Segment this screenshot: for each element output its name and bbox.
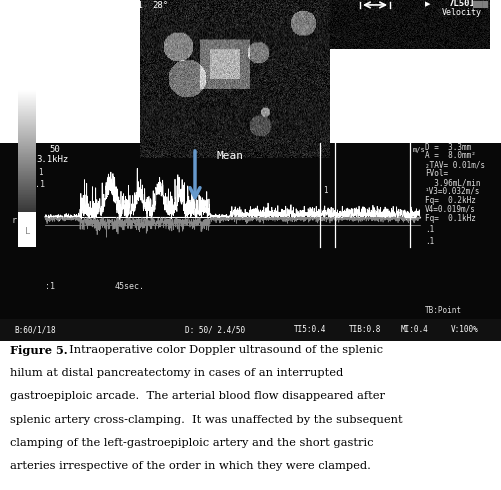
Text: ▸: ▸ xyxy=(424,0,430,9)
Text: L: L xyxy=(25,227,31,237)
Text: Fq=  0.2kHz: Fq= 0.2kHz xyxy=(424,196,475,205)
Text: 7L50I: 7L50I xyxy=(448,0,474,8)
Text: FVol=: FVol= xyxy=(424,169,447,178)
Text: gastroepiploic arcade.  The arterial blood flow disappeared after: gastroepiploic arcade. The arterial bloo… xyxy=(10,392,384,401)
Text: ¹V3=0.032m/s: ¹V3=0.032m/s xyxy=(424,187,479,196)
Text: A =  8.0mm²: A = 8.0mm² xyxy=(424,151,475,160)
Text: 28°: 28° xyxy=(152,1,168,10)
Text: 50: 50 xyxy=(50,145,60,154)
Text: r: r xyxy=(12,216,17,224)
Text: Mean: Mean xyxy=(216,151,243,161)
Text: ₂TAV= 0.01m/s: ₂TAV= 0.01m/s xyxy=(424,160,484,170)
Text: MI:0.4: MI:0.4 xyxy=(400,325,428,334)
Text: .1: .1 xyxy=(35,180,45,189)
Text: .1: .1 xyxy=(424,225,433,235)
Text: splenic artery cross-clamping.  It was unaffected by the subsequent: splenic artery cross-clamping. It was un… xyxy=(10,415,402,424)
Text: clamping of the left-gastroepiploic artery and the short gastric: clamping of the left-gastroepiploic arte… xyxy=(10,438,373,448)
Text: V:100%: V:100% xyxy=(450,325,478,334)
Text: Fq=  0.1kHz: Fq= 0.1kHz xyxy=(424,214,475,222)
Text: 3.1kHz: 3.1kHz xyxy=(36,155,68,164)
Text: V4=0.019m/s: V4=0.019m/s xyxy=(424,205,475,214)
Text: TIB:0.8: TIB:0.8 xyxy=(348,325,380,334)
Text: ███: ███ xyxy=(471,0,487,7)
Text: B:60/1/18: B:60/1/18 xyxy=(14,325,56,334)
Text: TI5:0.4: TI5:0.4 xyxy=(293,325,326,334)
Text: m/s: m/s xyxy=(412,147,425,153)
Text: arteries irrespective of the order in which they were clamped.: arteries irrespective of the order in wh… xyxy=(10,461,370,471)
Text: 45sec.: 45sec. xyxy=(115,282,145,291)
Text: 1: 1 xyxy=(322,186,327,195)
Text: 3.96mL/min: 3.96mL/min xyxy=(424,178,479,187)
Text: 21: 21 xyxy=(132,1,143,10)
Text: 1: 1 xyxy=(38,168,42,177)
Bar xyxy=(18,212,36,247)
Text: Figure 5.: Figure 5. xyxy=(10,345,68,356)
Text: .1: .1 xyxy=(424,237,433,246)
Bar xyxy=(0,143,501,341)
Text: D =  3.3mm: D = 3.3mm xyxy=(424,143,470,151)
Text: Velocity: Velocity xyxy=(441,8,481,17)
Bar xyxy=(0,319,501,341)
Text: Intraoperative color Doppler ultrasound of the splenic: Intraoperative color Doppler ultrasound … xyxy=(62,345,382,355)
Text: hilum at distal pancreatectomy in cases of an interrupted: hilum at distal pancreatectomy in cases … xyxy=(10,368,343,378)
Text: D: 50/ 2.4/50: D: 50/ 2.4/50 xyxy=(184,325,244,334)
Text: TB:Point: TB:Point xyxy=(424,306,461,316)
Text: :1: :1 xyxy=(45,282,55,291)
